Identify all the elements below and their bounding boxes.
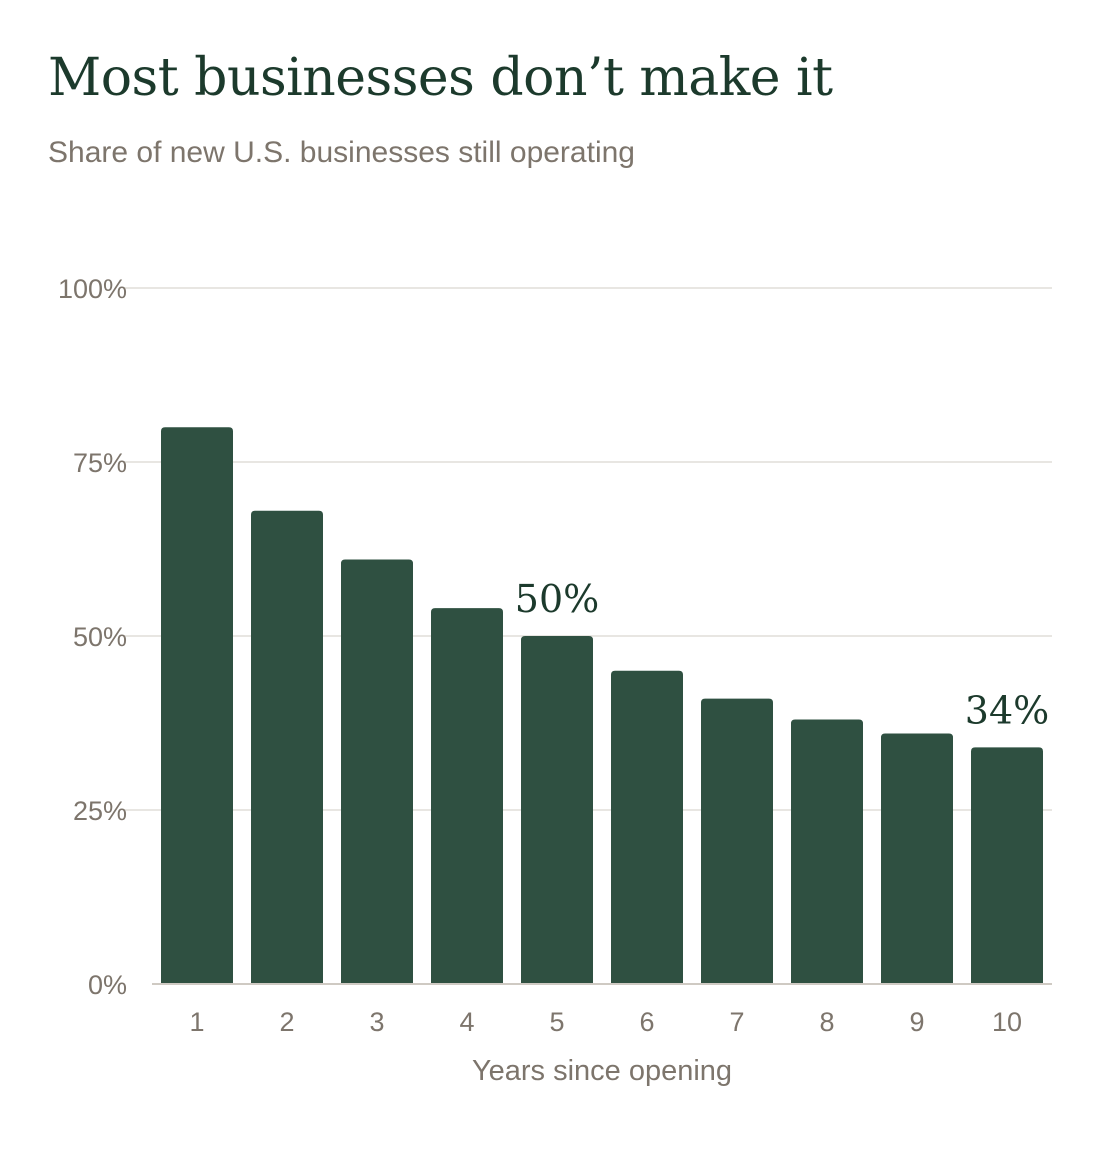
y-tick-label: 25% [73, 796, 127, 826]
y-tick-label: 100% [58, 274, 127, 304]
y-axis: 0% 25% 50% 75% 100% [58, 274, 127, 1000]
bar-year-10 [971, 747, 1043, 984]
bar-year-9 [881, 733, 953, 984]
x-tick-label: 9 [909, 1007, 924, 1037]
bar-year-7 [701, 698, 773, 984]
bar-year-8 [791, 719, 863, 984]
bar-year-4 [431, 608, 503, 984]
bar-year-3 [341, 559, 413, 984]
x-axis: 1 2 3 4 5 6 7 8 9 10 [152, 983, 1052, 1037]
data-label-year-10: 34% [965, 688, 1049, 732]
y-tick-label: 50% [73, 622, 127, 652]
x-tick-label: 3 [369, 1007, 384, 1037]
bars [161, 427, 1043, 984]
bar-year-1 [161, 427, 233, 984]
data-labels: 50% 34% [515, 577, 1049, 732]
x-tick-label: 4 [459, 1007, 474, 1037]
bar-year-6 [611, 670, 683, 984]
y-tick-label: 75% [73, 448, 127, 478]
data-label-year-5: 50% [515, 577, 599, 621]
x-tick-label: 10 [992, 1007, 1022, 1037]
x-tick-label: 2 [279, 1007, 294, 1037]
x-tick-label: 1 [189, 1007, 204, 1037]
x-axis-title: Years since opening [472, 1055, 732, 1087]
x-tick-label: 8 [819, 1007, 834, 1037]
bar-year-5 [521, 636, 593, 984]
y-tick-label: 0% [88, 970, 127, 1000]
x-tick-label: 5 [549, 1007, 564, 1037]
x-tick-label: 6 [639, 1007, 654, 1037]
chart-title: Most businesses don’t make it [48, 48, 833, 108]
chart-subtitle: Share of new U.S. businesses still opera… [48, 136, 635, 169]
x-tick-label: 7 [729, 1007, 744, 1037]
bar-year-2 [251, 510, 323, 984]
